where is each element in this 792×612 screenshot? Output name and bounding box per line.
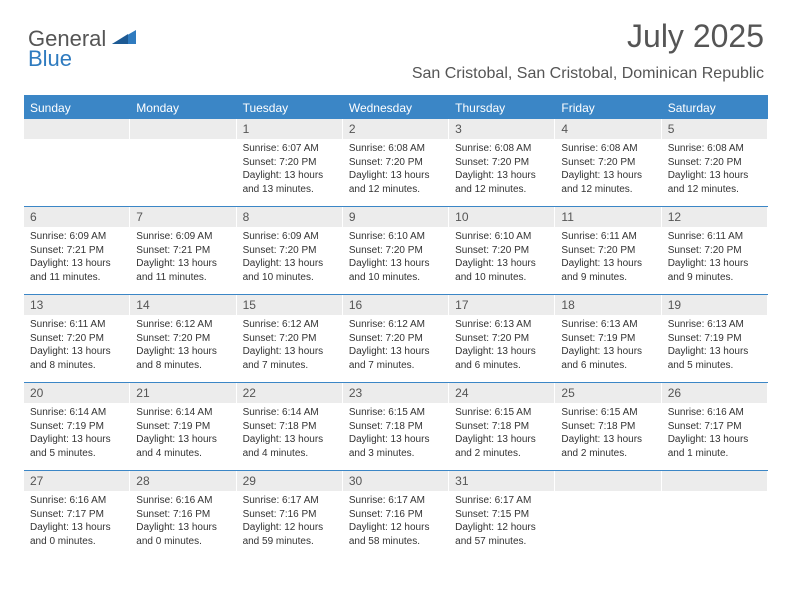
day-cell xyxy=(24,139,130,206)
day-cell: Sunrise: 6:12 AM Sunset: 7:20 PM Dayligh… xyxy=(343,315,449,382)
day-number: 6 xyxy=(24,207,130,227)
day-number: 10 xyxy=(449,207,555,227)
day-cell: Sunrise: 6:15 AM Sunset: 7:18 PM Dayligh… xyxy=(555,403,661,470)
day-cell: Sunrise: 6:14 AM Sunset: 7:19 PM Dayligh… xyxy=(130,403,236,470)
title-block: July 2025 San Cristobal, San Cristobal, … xyxy=(412,18,764,83)
day-cell: Sunrise: 6:14 AM Sunset: 7:19 PM Dayligh… xyxy=(24,403,130,470)
dow-header: Tuesday xyxy=(237,97,343,119)
brand-triangle-icon xyxy=(112,28,138,51)
day-number: 28 xyxy=(130,471,236,491)
day-cell: Sunrise: 6:15 AM Sunset: 7:18 PM Dayligh… xyxy=(449,403,555,470)
day-number xyxy=(555,471,661,491)
day-cell: Sunrise: 6:16 AM Sunset: 7:17 PM Dayligh… xyxy=(24,491,130,558)
day-cell: Sunrise: 6:09 AM Sunset: 7:21 PM Dayligh… xyxy=(24,227,130,294)
day-cell: Sunrise: 6:15 AM Sunset: 7:18 PM Dayligh… xyxy=(343,403,449,470)
day-number: 9 xyxy=(343,207,449,227)
day-cell: Sunrise: 6:10 AM Sunset: 7:20 PM Dayligh… xyxy=(343,227,449,294)
day-cell: Sunrise: 6:12 AM Sunset: 7:20 PM Dayligh… xyxy=(130,315,236,382)
day-cell xyxy=(662,491,768,558)
day-cell: Sunrise: 6:08 AM Sunset: 7:20 PM Dayligh… xyxy=(662,139,768,206)
day-number: 17 xyxy=(449,295,555,315)
day-cell: Sunrise: 6:09 AM Sunset: 7:20 PM Dayligh… xyxy=(237,227,343,294)
day-number: 21 xyxy=(130,383,236,403)
day-cell: Sunrise: 6:17 AM Sunset: 7:15 PM Dayligh… xyxy=(449,491,555,558)
day-number: 18 xyxy=(555,295,661,315)
day-cell: Sunrise: 6:08 AM Sunset: 7:20 PM Dayligh… xyxy=(555,139,661,206)
day-number: 4 xyxy=(555,119,661,139)
dow-header: Saturday xyxy=(662,97,768,119)
day-number: 23 xyxy=(343,383,449,403)
day-number: 31 xyxy=(449,471,555,491)
day-number: 25 xyxy=(555,383,661,403)
day-number xyxy=(662,471,768,491)
day-number: 26 xyxy=(662,383,768,403)
day-cell: Sunrise: 6:07 AM Sunset: 7:20 PM Dayligh… xyxy=(237,139,343,206)
month-title: July 2025 xyxy=(412,18,764,55)
brand-word-2-wrap: Blue xyxy=(30,46,72,72)
day-cell: Sunrise: 6:09 AM Sunset: 7:21 PM Dayligh… xyxy=(130,227,236,294)
day-number: 15 xyxy=(237,295,343,315)
day-cell: Sunrise: 6:11 AM Sunset: 7:20 PM Dayligh… xyxy=(662,227,768,294)
day-cell: Sunrise: 6:16 AM Sunset: 7:16 PM Dayligh… xyxy=(130,491,236,558)
dow-header: Friday xyxy=(555,97,661,119)
day-cell: Sunrise: 6:10 AM Sunset: 7:20 PM Dayligh… xyxy=(449,227,555,294)
header: General July 2025 San Cristobal, San Cri… xyxy=(0,0,792,87)
day-cell: Sunrise: 6:12 AM Sunset: 7:20 PM Dayligh… xyxy=(237,315,343,382)
day-number: 24 xyxy=(449,383,555,403)
day-number: 14 xyxy=(130,295,236,315)
day-cell xyxy=(130,139,236,206)
dow-header: Wednesday xyxy=(343,97,449,119)
day-number: 3 xyxy=(449,119,555,139)
day-number: 11 xyxy=(555,207,661,227)
day-number: 29 xyxy=(237,471,343,491)
day-number xyxy=(130,119,236,139)
dow-header: Thursday xyxy=(449,97,555,119)
day-cell: Sunrise: 6:14 AM Sunset: 7:18 PM Dayligh… xyxy=(237,403,343,470)
day-number: 16 xyxy=(343,295,449,315)
brand-word-2: Blue xyxy=(28,46,72,71)
day-cell: Sunrise: 6:08 AM Sunset: 7:20 PM Dayligh… xyxy=(449,139,555,206)
day-number: 2 xyxy=(343,119,449,139)
day-cell: Sunrise: 6:08 AM Sunset: 7:20 PM Dayligh… xyxy=(343,139,449,206)
day-cell: Sunrise: 6:13 AM Sunset: 7:20 PM Dayligh… xyxy=(449,315,555,382)
day-number: 22 xyxy=(237,383,343,403)
day-number xyxy=(24,119,130,139)
day-cell: Sunrise: 6:17 AM Sunset: 7:16 PM Dayligh… xyxy=(343,491,449,558)
calendar-grid: SundayMondayTuesdayWednesdayThursdayFrid… xyxy=(24,95,768,558)
day-cell: Sunrise: 6:16 AM Sunset: 7:17 PM Dayligh… xyxy=(662,403,768,470)
day-cell: Sunrise: 6:13 AM Sunset: 7:19 PM Dayligh… xyxy=(555,315,661,382)
day-number: 27 xyxy=(24,471,130,491)
day-number: 7 xyxy=(130,207,236,227)
location: San Cristobal, San Cristobal, Dominican … xyxy=(412,65,764,83)
day-number: 30 xyxy=(343,471,449,491)
dow-header: Monday xyxy=(130,97,236,119)
day-cell xyxy=(555,491,661,558)
day-cell: Sunrise: 6:17 AM Sunset: 7:16 PM Dayligh… xyxy=(237,491,343,558)
dow-header: Sunday xyxy=(24,97,130,119)
day-cell: Sunrise: 6:11 AM Sunset: 7:20 PM Dayligh… xyxy=(24,315,130,382)
day-number: 19 xyxy=(662,295,768,315)
day-number: 1 xyxy=(237,119,343,139)
day-cell: Sunrise: 6:13 AM Sunset: 7:19 PM Dayligh… xyxy=(662,315,768,382)
day-number: 5 xyxy=(662,119,768,139)
day-number: 12 xyxy=(662,207,768,227)
day-cell: Sunrise: 6:11 AM Sunset: 7:20 PM Dayligh… xyxy=(555,227,661,294)
day-number: 8 xyxy=(237,207,343,227)
day-number: 20 xyxy=(24,383,130,403)
day-number: 13 xyxy=(24,295,130,315)
